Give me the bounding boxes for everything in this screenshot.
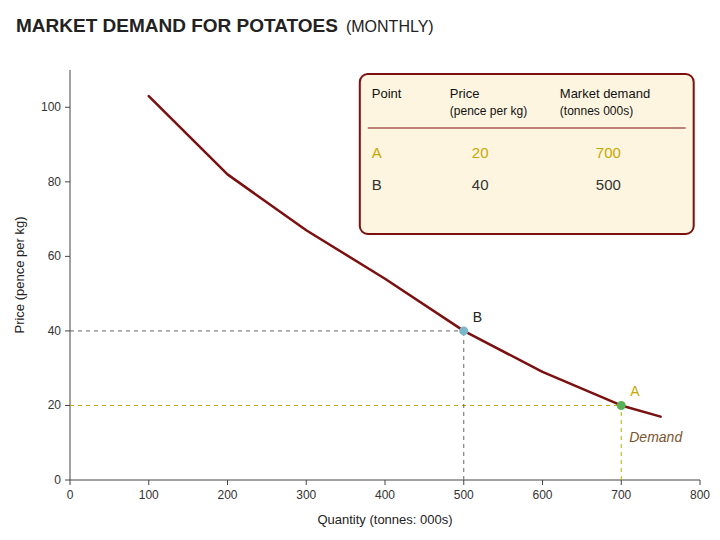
point-marker xyxy=(459,326,468,335)
guide-horizontal xyxy=(70,405,621,406)
x-tick xyxy=(700,480,701,485)
y-tick xyxy=(65,107,70,108)
x-tick-label: 400 xyxy=(375,488,395,502)
point-label: B xyxy=(473,309,482,325)
x-tick-label: 500 xyxy=(454,488,474,502)
title: MARKET DEMAND FOR POTATOES xyxy=(16,15,338,36)
y-axis-label: Price (pence per kg) xyxy=(12,216,27,333)
x-tick xyxy=(463,480,464,485)
y-tick xyxy=(65,330,70,331)
x-tick-label: 800 xyxy=(690,488,710,502)
x-tick xyxy=(227,480,228,485)
table-cell: 40 xyxy=(472,176,489,193)
table-cell: 500 xyxy=(596,176,621,193)
table-unit: (tonnes 000s) xyxy=(560,104,633,118)
guide-horizontal xyxy=(70,330,464,331)
x-tick-label: 0 xyxy=(67,488,74,502)
table-header: Price xyxy=(450,86,480,101)
guide-vertical xyxy=(463,331,464,480)
y-tick xyxy=(65,405,70,406)
y-tick xyxy=(65,181,70,182)
table-unit: (pence per kg) xyxy=(450,104,527,118)
table-cell: A xyxy=(372,144,382,161)
x-tick-label: 600 xyxy=(532,488,552,502)
y-tick-label: 40 xyxy=(48,324,62,338)
series-label: Demand xyxy=(629,429,683,445)
y-tick xyxy=(65,480,70,481)
table-header: Point xyxy=(372,86,402,101)
x-tick xyxy=(385,480,386,485)
guide-vertical xyxy=(621,405,622,480)
x-tick-label: 100 xyxy=(139,488,159,502)
table-header: Market demand xyxy=(560,86,650,101)
x-tick xyxy=(306,480,307,485)
x-tick-label: 700 xyxy=(611,488,631,502)
x-tick xyxy=(621,480,622,485)
point-marker xyxy=(617,401,626,410)
x-tick xyxy=(148,480,149,485)
chart: MARKET DEMAND FOR POTATOES (MONTHLY) 0 100 2… xyxy=(0,0,720,540)
x-tick-label: 300 xyxy=(296,488,316,502)
y-tick-label: 0 xyxy=(54,473,61,487)
point-label: A xyxy=(630,383,640,399)
table-cell: B xyxy=(372,176,382,193)
subtitle: (MONTHLY) xyxy=(346,18,434,35)
x-axis-label: Quantity (tonnes: 000s) xyxy=(317,512,452,527)
y-tick-label: 80 xyxy=(48,175,62,189)
table-divider xyxy=(368,127,686,128)
y-tick xyxy=(65,256,70,257)
table-box xyxy=(360,74,694,234)
table-cell: 20 xyxy=(472,144,489,161)
y-tick-label: 20 xyxy=(48,398,62,412)
x-tick-label: 200 xyxy=(217,488,237,502)
y-tick-label: 100 xyxy=(41,100,61,114)
x-tick xyxy=(70,480,71,485)
y-axis-line xyxy=(70,70,71,480)
x-tick xyxy=(542,480,543,485)
y-tick-label: 60 xyxy=(48,249,62,263)
table-cell: 700 xyxy=(596,144,621,161)
